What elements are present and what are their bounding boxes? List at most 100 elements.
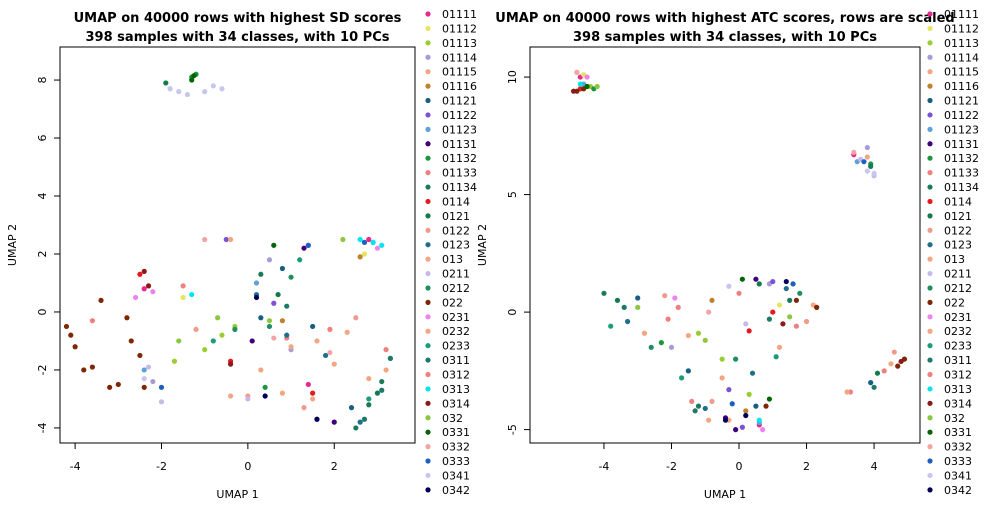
legend-label: 01111 <box>442 8 477 21</box>
point <box>357 236 363 243</box>
point <box>215 315 221 321</box>
legend-marker <box>425 458 431 464</box>
point <box>301 405 307 411</box>
point <box>301 245 307 251</box>
point <box>733 427 739 433</box>
point <box>387 355 393 361</box>
point <box>621 304 627 310</box>
point <box>783 285 789 292</box>
y-tick-label: 0 <box>506 309 519 316</box>
point <box>739 424 745 430</box>
point <box>577 81 583 87</box>
legend-label: 01116 <box>944 80 979 93</box>
chart-subtitle: 398 samples with 34 classes, with 10 PCs <box>86 30 390 45</box>
point <box>797 290 803 296</box>
point <box>379 387 385 393</box>
point <box>219 86 225 92</box>
point <box>141 268 147 274</box>
point <box>323 352 329 359</box>
point <box>756 281 762 287</box>
legend-label: 0314 <box>944 397 972 410</box>
point <box>891 349 897 355</box>
point <box>314 416 320 422</box>
point <box>790 281 796 287</box>
point <box>89 364 95 370</box>
point <box>881 368 887 374</box>
point <box>695 403 702 409</box>
point <box>861 159 867 165</box>
y-tick-label: 10 <box>506 70 519 84</box>
point <box>370 239 376 245</box>
point <box>685 332 691 339</box>
point <box>275 291 281 298</box>
legend-marker <box>927 487 933 493</box>
point <box>262 384 268 390</box>
legend-label: 0312 <box>442 369 470 382</box>
point <box>353 315 359 321</box>
legend-marker <box>927 126 933 132</box>
point <box>284 303 290 309</box>
point <box>689 398 695 405</box>
legend-label: 0332 <box>442 441 470 454</box>
legend-marker <box>425 487 431 493</box>
legend-label: 0312 <box>944 369 972 382</box>
point <box>383 347 389 353</box>
point <box>374 390 381 396</box>
legend-marker <box>425 83 431 89</box>
point <box>81 367 87 373</box>
y-tick-label: -4 <box>36 422 49 433</box>
y-tick-label: 4 <box>36 193 49 200</box>
legend-marker <box>927 112 933 118</box>
point <box>706 309 712 315</box>
point <box>726 283 732 289</box>
point <box>746 391 752 397</box>
point <box>722 417 729 423</box>
legend-marker <box>425 444 431 450</box>
legend-marker <box>425 112 431 118</box>
point <box>766 316 773 322</box>
point <box>695 330 702 336</box>
point <box>202 236 208 243</box>
legend-marker <box>927 170 933 176</box>
point <box>327 326 333 332</box>
legend-label: 0332 <box>944 441 972 454</box>
x-tick-label: -2 <box>666 460 677 473</box>
legend-label: 01122 <box>944 109 979 122</box>
y-tick-label: -2 <box>36 364 49 375</box>
legend-marker <box>927 371 933 378</box>
legend-marker <box>927 69 933 75</box>
point <box>665 316 671 322</box>
point <box>719 356 725 362</box>
point <box>271 242 277 248</box>
legend-label: 0121 <box>442 210 470 223</box>
legend-label: 01123 <box>944 123 979 136</box>
legend-marker <box>425 299 431 305</box>
point <box>871 170 877 177</box>
point <box>158 399 165 405</box>
point <box>107 384 113 390</box>
point <box>305 242 311 248</box>
point <box>98 297 104 303</box>
point <box>763 403 769 409</box>
legend-label: 013 <box>442 253 463 266</box>
point <box>756 417 762 423</box>
legend-marker <box>927 155 933 161</box>
legend-marker <box>927 213 933 219</box>
point <box>692 408 698 414</box>
point <box>305 381 311 388</box>
point <box>232 326 238 332</box>
legend-label: 01132 <box>442 152 477 165</box>
legend-marker <box>927 11 933 17</box>
point <box>314 338 320 344</box>
legend-marker <box>425 285 431 291</box>
legend-marker <box>425 170 431 176</box>
legend-marker <box>425 69 431 75</box>
point <box>672 295 678 301</box>
legend-label: 0122 <box>442 224 470 237</box>
legend-marker <box>927 97 933 104</box>
legend-label: 0212 <box>944 282 972 295</box>
legend-label: 01111 <box>944 8 979 21</box>
legend-label: 01113 <box>442 37 477 50</box>
point <box>366 402 372 408</box>
